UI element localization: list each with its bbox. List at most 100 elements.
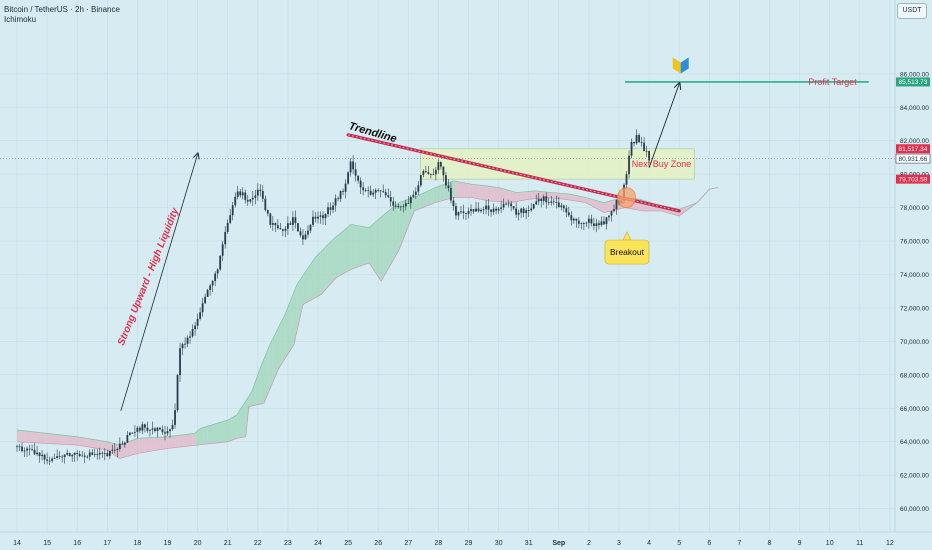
breakout-callout[interactable] — [604, 239, 650, 265]
candle-body — [397, 205, 400, 208]
candle-body — [317, 216, 319, 219]
time-tick-label: 9 — [798, 540, 802, 547]
time-axis[interactable]: 14 15 16 17 18 19 20 21 22 23 24 25 26 27 28 29 30 31 Sep 2… — [0, 531, 932, 550]
cloud-segment — [520, 191, 523, 201]
cloud-segment — [305, 267, 309, 303]
candle-body — [507, 203, 510, 205]
candle-body — [38, 452, 41, 457]
candle-body — [23, 450, 26, 452]
candle-body — [181, 344, 184, 349]
cloud-segment — [481, 185, 485, 200]
price-tick-label: 72,000.00 — [900, 305, 929, 312]
time-tick-label: 24 — [314, 540, 322, 547]
candle-body — [43, 454, 46, 460]
cloud-segment — [154, 437, 157, 451]
candle-body — [590, 218, 593, 224]
indicator-label[interactable]: Ichimoku — [4, 15, 37, 24]
price-axis[interactable]: 60,000.00 62,000.00 64,000.00 66,000.00 68,0… — [894, 0, 932, 550]
time-tick-label: 3 — [617, 540, 621, 547]
price-tag[interactable]: 85,513.73 — [896, 77, 930, 87]
candle-body — [512, 206, 515, 209]
candle-body — [517, 212, 520, 215]
candle-body — [645, 150, 648, 152]
candle-body — [204, 296, 207, 304]
badge-icon-left — [672, 57, 681, 74]
cloud-segment — [274, 330, 278, 378]
candle-body — [191, 329, 194, 337]
cloud-segment — [231, 416, 234, 441]
cloud-segment — [226, 419, 229, 442]
cloud-segment — [349, 224, 352, 271]
candle-body — [274, 223, 277, 226]
candle-body — [570, 215, 573, 221]
candle-body — [560, 205, 563, 208]
candle-body — [472, 209, 475, 212]
time-tick-label: 7 — [737, 540, 741, 547]
candle-body — [289, 223, 292, 225]
cloud-segment — [120, 443, 123, 459]
candle-body — [26, 448, 28, 451]
candle-body — [334, 198, 337, 206]
cloud-segment — [438, 185, 441, 202]
price-tick-label: 78,000.00 — [900, 205, 929, 212]
candle-body — [149, 429, 151, 431]
cloud-segment — [342, 229, 345, 275]
candle-body — [133, 431, 136, 433]
candle-body — [169, 429, 171, 432]
cloud-segment — [224, 420, 227, 443]
price-tick-label: 86,000.00 — [900, 71, 929, 78]
cloud-segment — [57, 434, 61, 445]
candle-body — [635, 134, 638, 144]
cloud-segment — [298, 278, 302, 324]
cloud-segment — [546, 191, 550, 198]
price-tag[interactable]: 79,703.59 — [896, 174, 930, 184]
price-tag-label: 80,931.66 — [899, 156, 928, 163]
candle-body — [452, 200, 455, 207]
price-tick-label: 70,000.00 — [900, 339, 929, 346]
candle-body — [628, 155, 630, 175]
cloud-segment — [262, 356, 266, 404]
candle-body — [407, 203, 410, 204]
price-tag[interactable]: 81,517.34 — [896, 144, 930, 154]
symbol-title[interactable]: Bitcoin / TetherUS · 2h · Binance — [4, 5, 120, 14]
candle-body — [68, 452, 71, 457]
cloud-segment — [402, 200, 405, 242]
cloud-segment — [161, 436, 164, 450]
cloud-segment — [67, 435, 70, 445]
price-tick-label: 62,000.00 — [900, 473, 929, 480]
cloud-segment — [602, 202, 605, 213]
cloud-segment — [139, 438, 143, 454]
breakout-circle[interactable] — [617, 187, 637, 209]
cloud-segment — [375, 219, 379, 277]
price-tag[interactable]: 80,931.66 — [895, 153, 931, 164]
candle-body — [271, 223, 274, 225]
candle-body — [510, 203, 513, 207]
breakout-label: Breakout — [610, 247, 645, 257]
candle-body — [412, 194, 415, 197]
price-tick-label: 60,000.00 — [900, 506, 929, 513]
cloud-segment — [315, 254, 318, 298]
cloud-segment — [24, 430, 27, 443]
time-tick-label: 16 — [73, 540, 81, 547]
candle-body — [304, 234, 307, 240]
cloud-segment — [399, 201, 403, 248]
cloud-segment — [597, 200, 600, 211]
cloud-segment — [462, 182, 465, 198]
candle-body — [141, 424, 144, 431]
candle-body — [264, 198, 267, 211]
cloud-segment — [529, 191, 533, 200]
cloud-segment — [36, 432, 39, 443]
candle-body — [377, 189, 380, 191]
currency-button[interactable]: USDT — [897, 3, 927, 19]
cloud-segment — [356, 225, 359, 268]
upward-arrow[interactable] — [120, 154, 198, 411]
candle-body — [307, 230, 309, 235]
candle-body — [201, 303, 204, 313]
candle-body — [206, 289, 209, 297]
cloud-segment — [190, 433, 193, 446]
candle-body — [633, 141, 635, 144]
cloud-segment — [50, 433, 54, 444]
candle-body — [502, 203, 505, 208]
target-arrow[interactable] — [648, 84, 679, 168]
